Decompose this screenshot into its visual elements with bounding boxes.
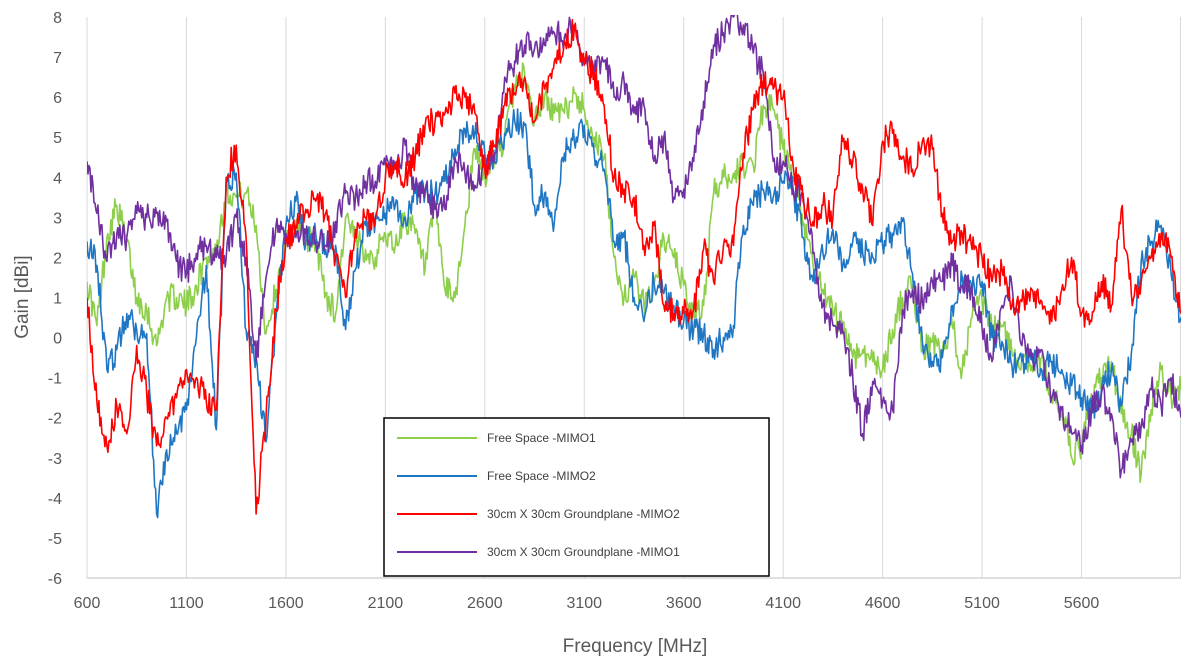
legend-entry-label: Free Space -MIMO1 (487, 431, 596, 445)
y-tick-label: 3 (53, 210, 62, 227)
x-tick-label: 4600 (865, 595, 901, 612)
x-tick-label: 2100 (368, 595, 404, 612)
y-tick-label: -5 (48, 531, 62, 548)
legend-entry-label: Free Space -MIMO2 (487, 469, 596, 483)
x-tick-label: 600 (74, 595, 101, 612)
x-tick-label: 3600 (666, 595, 702, 612)
series-line (87, 108, 1181, 519)
y-tick-label: -4 (48, 491, 62, 508)
x-tick-label: 3100 (566, 595, 602, 612)
series-line (87, 15, 1181, 479)
x-tick-label: 5100 (964, 595, 1000, 612)
y-tick-label: -3 (48, 451, 62, 468)
y-tick-label: -1 (48, 371, 62, 388)
x-tick-label: 1600 (268, 595, 304, 612)
y-tick-label: 5 (53, 130, 62, 147)
y-tick-label: 4 (53, 170, 62, 187)
y-tick-label: -2 (48, 411, 62, 428)
y-tick-label: 7 (53, 50, 62, 67)
x-tick-labels: 600 1100 1600 2100 2600 3100 3600 4100 4600 5100 5… (74, 595, 1100, 612)
y-tick-labels: -6 -5 -4 -3 -2 -1 0 1 2 3 4 5 6 7 8 (48, 10, 62, 588)
y-tick-label: 0 (53, 331, 62, 348)
legend-entry-label: 30cm X 30cm Groundplane -MIMO2 (487, 507, 680, 521)
y-tick-label: -6 (48, 571, 62, 588)
legend-entry-label: 30cm X 30cm Groundplane -MIMO1 (487, 545, 680, 559)
x-tick-label: 2600 (467, 595, 503, 612)
x-tick-label: 4100 (765, 595, 801, 612)
series-lines (87, 15, 1181, 519)
x-axis-title: Frequency [MHz] (563, 636, 708, 657)
y-tick-label: 2 (53, 250, 62, 267)
legend-box (383, 417, 770, 577)
legend: Free Space -MIMO1 Free Space -MIMO2 30cm X… (383, 417, 770, 577)
series-line (87, 18, 1181, 515)
y-tick-label: 1 (53, 291, 62, 308)
x-tick-label: 1100 (169, 595, 204, 612)
x-tick-label: 5600 (1064, 595, 1100, 612)
y-tick-label: 6 (53, 90, 62, 107)
y-tick-label: 8 (53, 10, 62, 27)
y-axis-title: Gain [dBi] (12, 255, 33, 338)
